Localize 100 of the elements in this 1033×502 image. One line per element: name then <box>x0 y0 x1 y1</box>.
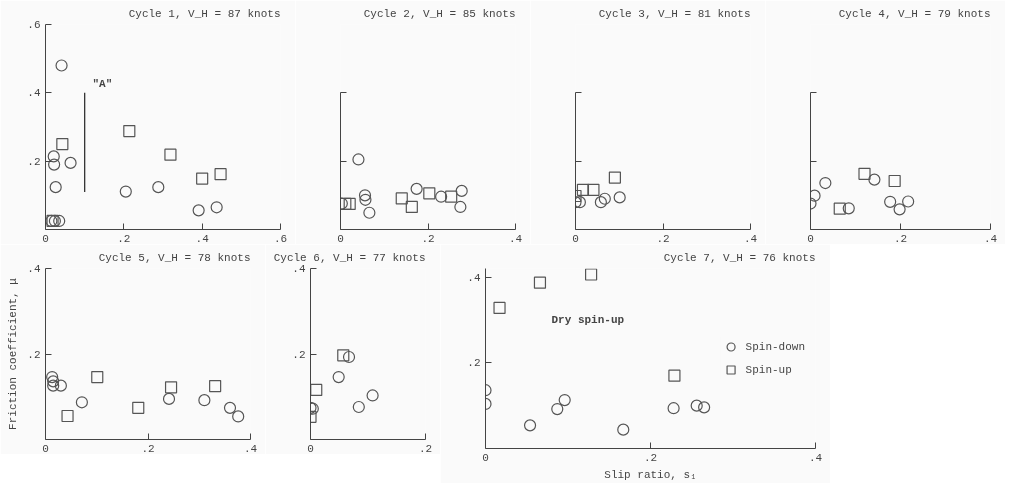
x-tick-label: .4 <box>243 442 258 455</box>
point <box>888 174 901 188</box>
y-tick-label: .6 <box>27 19 41 31</box>
point <box>435 190 448 203</box>
point <box>91 370 104 384</box>
point <box>342 350 356 364</box>
point <box>533 276 547 289</box>
point <box>48 158 61 171</box>
point <box>332 371 345 384</box>
point <box>343 197 356 210</box>
annotation: "A" <box>92 78 113 91</box>
x-tick-label: 0 <box>42 232 49 245</box>
point <box>819 176 832 190</box>
point <box>454 200 467 214</box>
point <box>558 393 571 407</box>
x-axis-title: Slip ratio, s₁ <box>604 468 697 481</box>
point <box>613 191 626 204</box>
point <box>594 196 607 209</box>
point <box>352 400 365 414</box>
point <box>358 189 372 202</box>
point <box>47 379 60 392</box>
legend-label: Spin-up <box>745 363 792 376</box>
point <box>410 182 423 195</box>
point <box>842 202 855 215</box>
x-tick-label: .4 <box>808 451 823 464</box>
chart-title: Cycle 5, V_H = 78 knots <box>98 251 251 264</box>
point <box>884 195 897 208</box>
point <box>902 195 915 208</box>
point <box>668 369 681 382</box>
point <box>54 379 67 392</box>
point <box>617 423 630 436</box>
point <box>164 148 177 161</box>
point <box>608 171 621 184</box>
point <box>667 402 680 415</box>
x-tick-label: .2 <box>643 451 658 464</box>
point <box>64 156 77 169</box>
point <box>352 153 365 166</box>
point <box>192 204 205 217</box>
y-tick-label: .4 <box>27 263 41 275</box>
point <box>363 206 376 219</box>
point <box>405 200 418 214</box>
point <box>698 401 711 414</box>
x-tick-label: 0 <box>42 442 49 455</box>
point <box>162 392 176 405</box>
chart-title: Cycle 1, V_H = 87 knots <box>128 7 281 20</box>
point <box>152 181 165 194</box>
chart-title: Cycle 4, V_H = 79 knots <box>838 7 991 20</box>
y-tick-label: .2 <box>27 348 41 361</box>
point <box>551 402 564 416</box>
x-tick-label: 0 <box>807 232 814 245</box>
point <box>196 172 209 185</box>
chart-title: Cycle 3, V_H = 81 knots <box>598 7 751 20</box>
point <box>75 396 88 409</box>
point <box>53 214 66 228</box>
point <box>587 183 600 196</box>
chart-title: Cycle 2, V_H = 85 knots <box>363 7 516 20</box>
x-tick-label: 0 <box>572 232 579 245</box>
point <box>61 409 74 423</box>
point <box>868 173 881 186</box>
y-tick-label: .2 <box>27 155 41 168</box>
point <box>47 375 60 388</box>
point <box>132 401 145 414</box>
point <box>210 201 223 214</box>
y-axis-title: Friction coefficient, μ <box>7 277 20 430</box>
point <box>598 192 611 205</box>
x-tick-label: 0 <box>307 442 314 455</box>
point <box>455 184 468 197</box>
point <box>423 187 436 200</box>
x-tick-label: .6 <box>273 232 288 245</box>
x-tick-label: .4 <box>508 232 523 245</box>
legend-label: Spin-down <box>745 340 805 353</box>
point <box>56 137 69 151</box>
point <box>223 401 237 414</box>
point <box>493 301 506 315</box>
point <box>585 268 598 281</box>
y-tick-label: .4 <box>27 87 41 100</box>
point <box>359 193 372 206</box>
point <box>523 419 537 432</box>
x-tick-label: .4 <box>983 232 998 245</box>
point <box>164 381 178 394</box>
x-tick-label: 0 <box>337 232 344 245</box>
x-tick-label: .2 <box>421 232 435 245</box>
point <box>810 189 821 202</box>
point <box>198 394 211 407</box>
point <box>47 150 60 163</box>
point <box>123 125 136 138</box>
chart-title: Cycle 7, V_H = 76 knots <box>663 251 816 264</box>
point <box>893 203 906 216</box>
point <box>46 371 59 384</box>
point <box>833 202 846 215</box>
point <box>690 399 703 412</box>
point <box>445 190 458 203</box>
x-tick-label: .4 <box>743 232 758 245</box>
x-tick-label: .2 <box>141 442 155 455</box>
x-tick-label: .2 <box>656 232 670 245</box>
point <box>119 185 132 198</box>
point <box>214 168 227 181</box>
x-tick-label: 0 <box>482 451 489 464</box>
chart-title: Cycle 6, V_H = 77 knots <box>273 251 426 264</box>
point <box>232 410 245 423</box>
